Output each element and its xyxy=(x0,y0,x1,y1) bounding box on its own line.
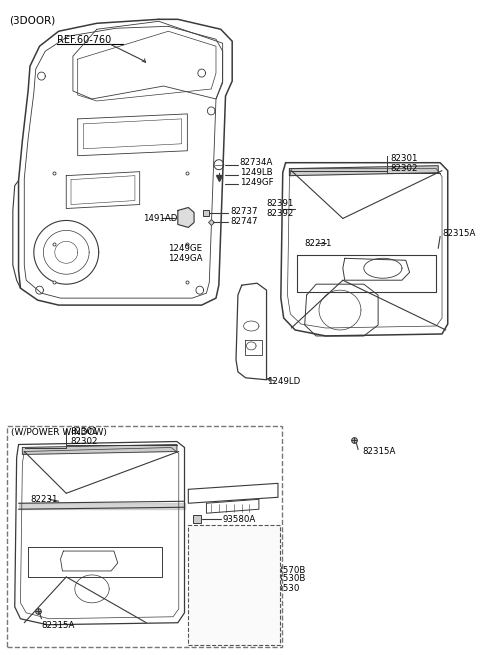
Text: 1249LD: 1249LD xyxy=(266,377,300,386)
Text: 1249LB: 1249LB xyxy=(240,168,273,177)
Text: REF.60-760: REF.60-760 xyxy=(57,35,111,45)
Text: 82301: 82301 xyxy=(70,427,97,436)
Polygon shape xyxy=(289,166,438,176)
Text: 82231: 82231 xyxy=(30,495,58,504)
Text: 82315A: 82315A xyxy=(41,621,75,629)
Text: 93530B: 93530B xyxy=(272,574,306,584)
Text: 93570B: 93570B xyxy=(272,567,306,576)
Text: 82747: 82747 xyxy=(230,217,258,226)
Text: 82734A: 82734A xyxy=(240,159,273,167)
Text: (3DOOR): (3DOOR) xyxy=(9,15,55,26)
Text: 82737: 82737 xyxy=(230,207,258,216)
Bar xyxy=(188,525,280,645)
Text: 93530: 93530 xyxy=(272,584,300,593)
Polygon shape xyxy=(178,208,194,227)
Text: (W/POWER WINDOW): (W/POWER WINDOW) xyxy=(11,428,107,437)
Text: 82301: 82301 xyxy=(391,154,418,163)
Text: 93580A: 93580A xyxy=(223,515,256,524)
Text: 1249GF: 1249GF xyxy=(240,178,274,187)
Text: 82302: 82302 xyxy=(391,164,418,173)
Text: 1249GA: 1249GA xyxy=(168,253,203,263)
Text: 82315A: 82315A xyxy=(362,447,395,456)
Polygon shape xyxy=(23,445,177,455)
Text: 82391: 82391 xyxy=(266,199,294,208)
Bar xyxy=(7,426,282,646)
Text: 82392: 82392 xyxy=(266,209,294,218)
Text: 1249GE: 1249GE xyxy=(168,244,203,253)
Text: 82315A: 82315A xyxy=(442,229,475,238)
Text: 1491AD: 1491AD xyxy=(143,214,177,223)
Text: 82302: 82302 xyxy=(70,437,97,446)
Text: 82231: 82231 xyxy=(305,239,332,248)
Text: (LH): (LH) xyxy=(192,533,210,542)
